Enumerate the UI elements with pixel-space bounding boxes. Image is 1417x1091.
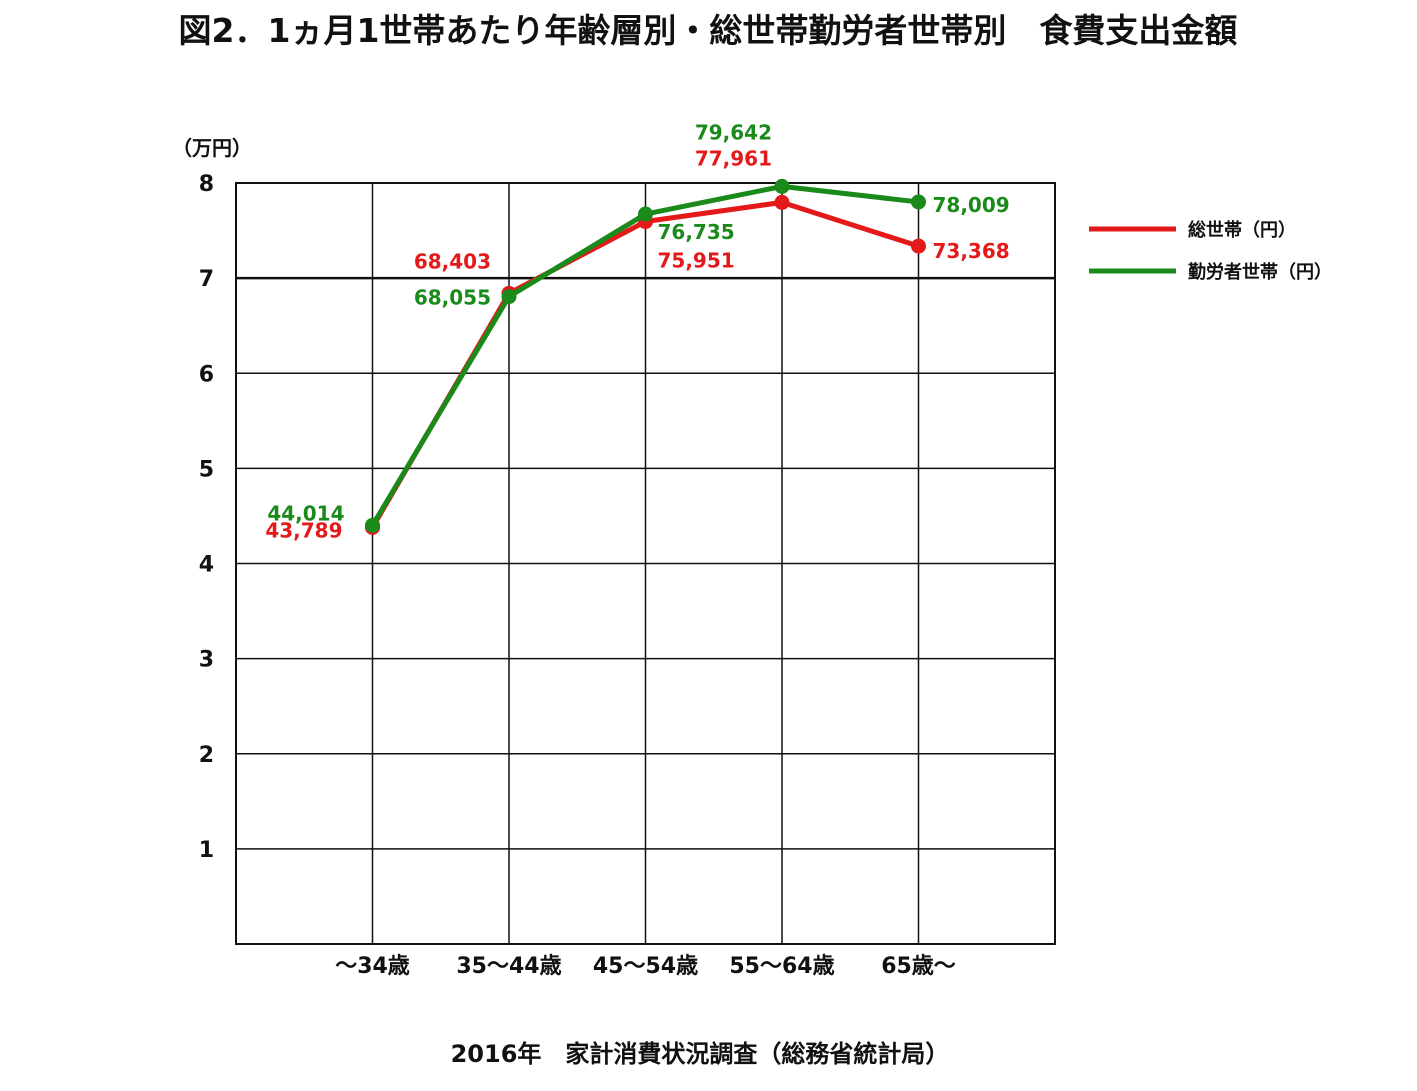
- data-label-0-1: 68,403: [414, 249, 491, 273]
- x-tick-label-0: ～34歳: [335, 954, 410, 979]
- legend: 総世帯（円） 勤労者世帯（円）: [1089, 219, 1332, 283]
- data-label-0-3: 77,961: [695, 146, 772, 170]
- data-label-0-2: 75,951: [658, 249, 735, 273]
- data-label-1-2: 76,735: [658, 220, 735, 244]
- data-point-1-3: [774, 178, 790, 194]
- data-point-0-3: [774, 194, 790, 210]
- data-point-1-0: [365, 517, 380, 533]
- x-tick-label-4: 65歳～: [881, 954, 956, 979]
- data-label-1-0: 44,014: [267, 501, 344, 525]
- data-label-1-3: 79,642: [695, 120, 772, 144]
- y-tick-label-8: 8: [199, 172, 214, 197]
- data-label-1-4: 78,009: [933, 193, 1010, 217]
- data-label-0-4: 73,368: [933, 239, 1010, 263]
- y-tick-label-4: 4: [199, 553, 214, 578]
- data-point-1-4: [911, 194, 926, 210]
- y-tick-label-2: 2: [199, 743, 214, 768]
- axes: 1 2 3 4 5 6 7 8 ～34歳 35～44歳 45～54歳 55～64歳 65歳～: [199, 172, 1056, 979]
- data-point-0-4: [911, 238, 926, 254]
- y-tick-label-5: 5: [199, 457, 214, 482]
- chart-title: 図2．1ヵ月1世帯あたり年齢層別・総世帯勤労者世帯別 食費支出金額: [179, 11, 1238, 50]
- plot-frame: [235, 182, 1056, 945]
- x-tick-label-3: 55～64歳: [729, 954, 834, 979]
- data-point-1-2: [638, 206, 653, 222]
- y-axis-unit-label: （万円）: [172, 136, 252, 160]
- gridlines: [236, 182, 1055, 944]
- y-tick-label-6: 6: [199, 362, 214, 387]
- series: [365, 178, 926, 535]
- y-tick-label-1: 1: [199, 838, 214, 863]
- data-label-0-0: 43,789: [265, 518, 342, 542]
- source-note: 2016年 家計消費状況調査（総務省統計局）: [451, 1040, 950, 1068]
- y-tick-label-3: 3: [199, 648, 214, 673]
- x-tick-label-1: 35～44歳: [456, 954, 561, 979]
- data-label-1-1: 68,055: [414, 286, 491, 310]
- data-labels: 43,789 68,403 75,951 77,961 73,368 44,014 68,0…: [265, 120, 1009, 542]
- y-tick-label-7: 7: [199, 267, 214, 292]
- data-point-1-1: [501, 289, 517, 305]
- legend-label-0: 総世帯（円）: [1188, 219, 1296, 241]
- legend-label-1: 勤労者世帯（円）: [1188, 261, 1332, 283]
- x-tick-label-2: 45～54歳: [593, 954, 698, 979]
